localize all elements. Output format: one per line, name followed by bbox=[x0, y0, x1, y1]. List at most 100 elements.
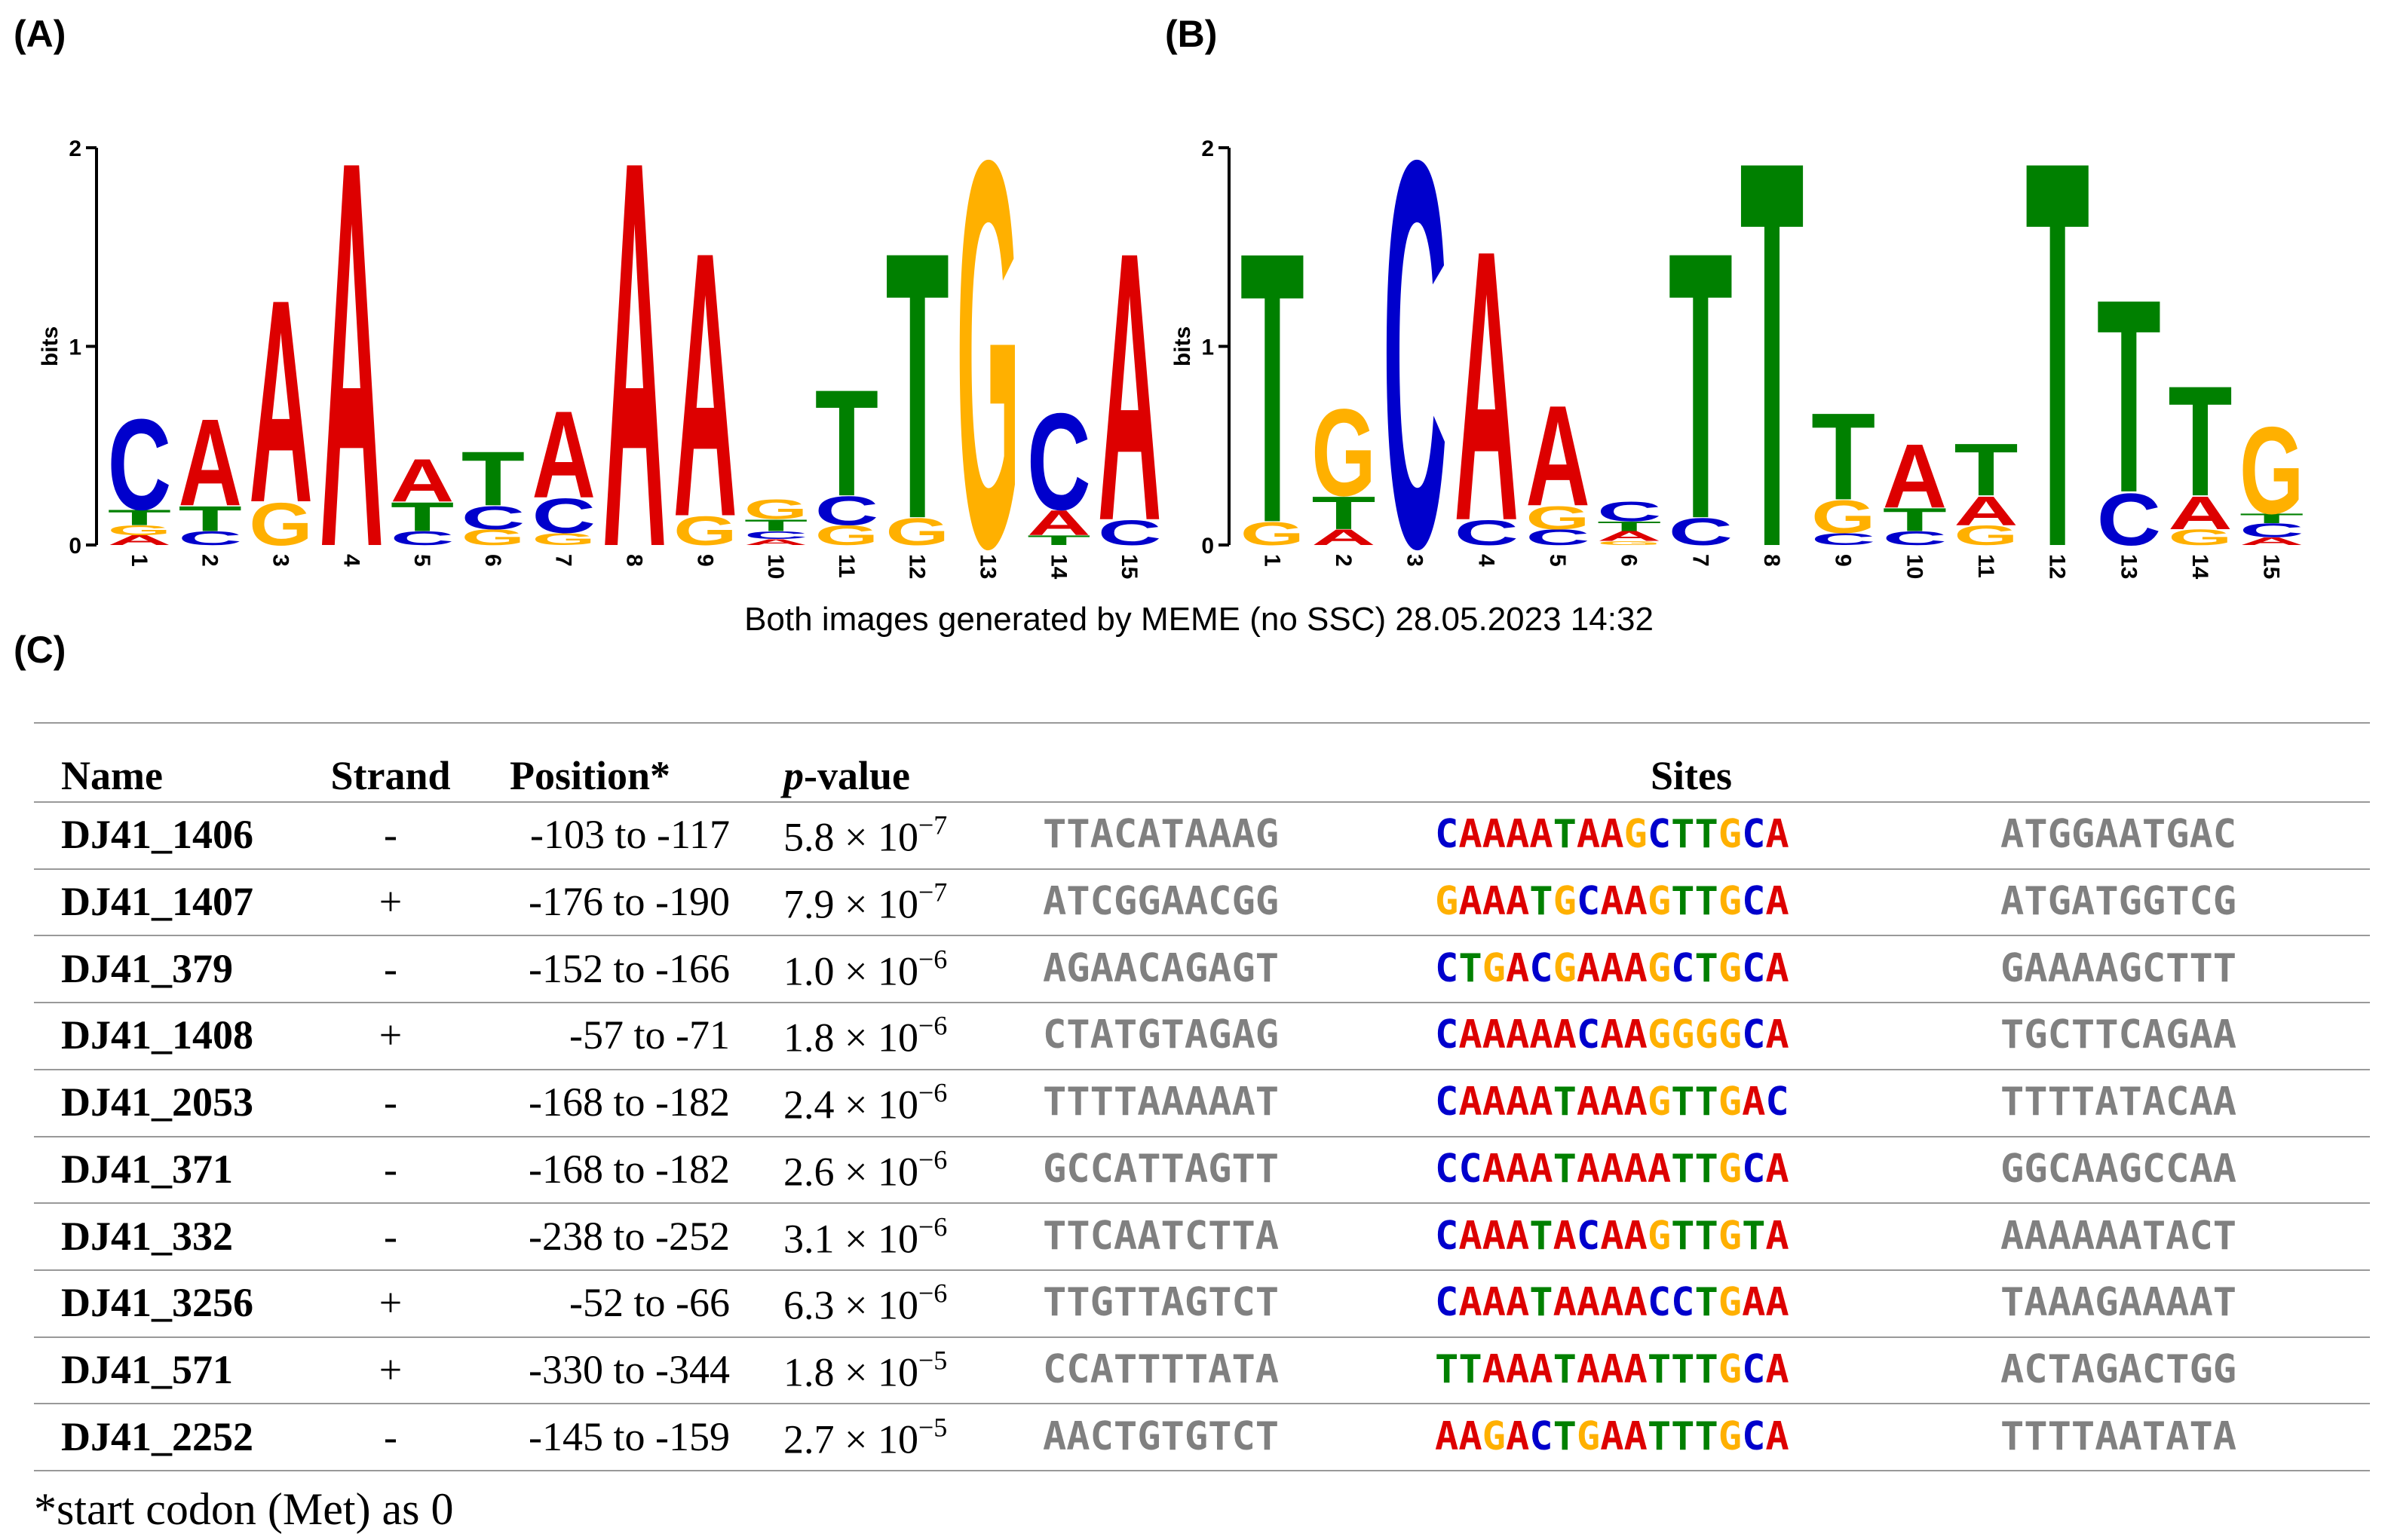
position: -176 to -190 bbox=[529, 879, 730, 925]
logo-letter: A bbox=[108, 533, 171, 548]
logo-letter: T bbox=[744, 516, 808, 535]
name: DJ41_2252 bbox=[61, 1413, 253, 1459]
site: CTGACGAAAGCTGCA bbox=[1435, 945, 1789, 991]
logo-letter: T bbox=[1954, 427, 2018, 511]
x-tick-label: 5 bbox=[1545, 554, 1570, 567]
y-tick-label: 1 bbox=[69, 335, 81, 360]
logo-letter: T bbox=[1811, 387, 1875, 526]
x-tick-label: 2 bbox=[1331, 554, 1356, 567]
logo-letter: A bbox=[320, 46, 383, 663]
logo-letter: G bbox=[1311, 383, 1375, 522]
site: CCAAATAAAATTGCA bbox=[1435, 1146, 1789, 1192]
x-tick-label: 2 bbox=[198, 554, 222, 567]
logo-letter: G bbox=[885, 510, 949, 553]
strand: + bbox=[379, 1012, 403, 1058]
y-tick-label: 1 bbox=[1201, 335, 1214, 360]
logo-letter: T bbox=[391, 494, 454, 540]
p-value: 1.0 × 10−6 bbox=[783, 945, 947, 991]
position: -168 to -182 bbox=[529, 1146, 730, 1192]
flank-right: ACTAGACTGG bbox=[2000, 1346, 2237, 1392]
y-tick-label: 0 bbox=[69, 534, 81, 559]
x-tick-label: 4 bbox=[1473, 554, 1498, 567]
logo-letter: C bbox=[178, 528, 241, 549]
logo-letter: G bbox=[1597, 540, 1661, 546]
name: DJ41_371 bbox=[61, 1146, 233, 1192]
strand: - bbox=[384, 945, 397, 991]
x-tick-label: 11 bbox=[834, 554, 859, 578]
logo-letter: C bbox=[2097, 477, 2161, 561]
logo-letter: C bbox=[1811, 531, 1875, 549]
strand: - bbox=[384, 1413, 397, 1459]
logo-letter: C bbox=[1455, 513, 1519, 553]
x-tick-label: 12 bbox=[2045, 554, 2070, 579]
rule bbox=[34, 1403, 2370, 1405]
logo-letter: G bbox=[744, 494, 808, 525]
rule bbox=[34, 1336, 2370, 1338]
position: -152 to -166 bbox=[529, 945, 730, 991]
name: DJ41_1406 bbox=[61, 812, 253, 858]
x-tick-label: 8 bbox=[1759, 554, 1784, 567]
logo-letter: A bbox=[391, 447, 454, 515]
logo-letter: A bbox=[1597, 528, 1661, 543]
logo-letter: A bbox=[1027, 503, 1090, 543]
x-tick-label: 9 bbox=[1831, 554, 1856, 567]
header: Sites bbox=[1651, 753, 1732, 798]
logo-letter: A bbox=[532, 385, 595, 524]
p-value: 7.9 × 10−7 bbox=[783, 879, 947, 925]
header-text: -value bbox=[804, 753, 910, 798]
logo-letter: G bbox=[461, 525, 525, 550]
strand: - bbox=[384, 812, 397, 858]
name: DJ41_2053 bbox=[61, 1079, 253, 1125]
flank-left: AGAACAGAGT bbox=[1043, 945, 1280, 991]
position: -57 to -71 bbox=[569, 1012, 730, 1058]
strand: - bbox=[384, 1213, 397, 1259]
flank-left: TTTTAAAAAT bbox=[1043, 1079, 1280, 1125]
name: DJ41_1408 bbox=[61, 1012, 253, 1058]
y-tick-label: 0 bbox=[1201, 534, 1214, 559]
p-base: 3.1 × 10 bbox=[783, 1216, 918, 1262]
flank-right: GAAAAGCTTT bbox=[2000, 945, 2237, 991]
p-base: 1.8 × 10 bbox=[783, 1015, 918, 1061]
logo-letter: T bbox=[1027, 533, 1090, 548]
flank-right: TTTTATACAA bbox=[2000, 1079, 2237, 1125]
position: -330 to -344 bbox=[529, 1346, 730, 1392]
position: -103 to -117 bbox=[530, 812, 730, 858]
p-exp: −6 bbox=[918, 944, 948, 975]
logo-letter: T bbox=[1740, 46, 1804, 663]
rule bbox=[34, 801, 2370, 803]
header: Position* bbox=[510, 753, 671, 798]
logo-letter: T bbox=[178, 499, 242, 539]
logo-letter: C bbox=[1597, 496, 1661, 527]
p-exp: −6 bbox=[918, 1010, 948, 1041]
p-exp: −6 bbox=[918, 1278, 948, 1309]
y-axis-label: bits bbox=[1170, 326, 1195, 366]
x-tick-label: 3 bbox=[268, 554, 293, 567]
logo-letter: A bbox=[744, 537, 808, 547]
p-exp: −6 bbox=[918, 1144, 948, 1175]
flank-left: CCATTTTATA bbox=[1043, 1346, 1280, 1392]
logo-letter: T bbox=[2097, 242, 2161, 550]
logo-letter: A bbox=[1311, 525, 1375, 550]
logo-letter: A bbox=[2168, 486, 2232, 539]
footnote: *start codon (Met) as 0 bbox=[34, 1484, 454, 1534]
header-italic: p bbox=[783, 753, 804, 798]
logo-letter: G bbox=[2168, 525, 2232, 550]
logo-letter: T bbox=[1669, 173, 1733, 599]
strand: + bbox=[379, 879, 403, 925]
x-tick-label: 5 bbox=[409, 554, 434, 567]
p-value: 6.3 × 10−6 bbox=[783, 1280, 947, 1326]
name: DJ41_1407 bbox=[61, 879, 253, 925]
logo-letter: C bbox=[532, 488, 595, 544]
logo-letter: T bbox=[1883, 502, 1947, 539]
flank-left: TTCAATCTTA bbox=[1043, 1213, 1280, 1259]
position: -238 to -252 bbox=[529, 1213, 730, 1259]
x-tick-label: 7 bbox=[1688, 554, 1712, 567]
logo-letter: T bbox=[815, 358, 878, 528]
site: GAAATGCAAGTTGCA bbox=[1435, 879, 1789, 925]
logo-letter: A bbox=[1883, 425, 1947, 527]
logo-letter: C bbox=[2239, 520, 2304, 542]
logo-letter: A bbox=[673, 175, 737, 596]
logo-letter: T bbox=[2025, 46, 2089, 663]
p-base: 5.8 × 10 bbox=[783, 814, 918, 860]
p-value: 5.8 × 10−7 bbox=[783, 812, 947, 858]
